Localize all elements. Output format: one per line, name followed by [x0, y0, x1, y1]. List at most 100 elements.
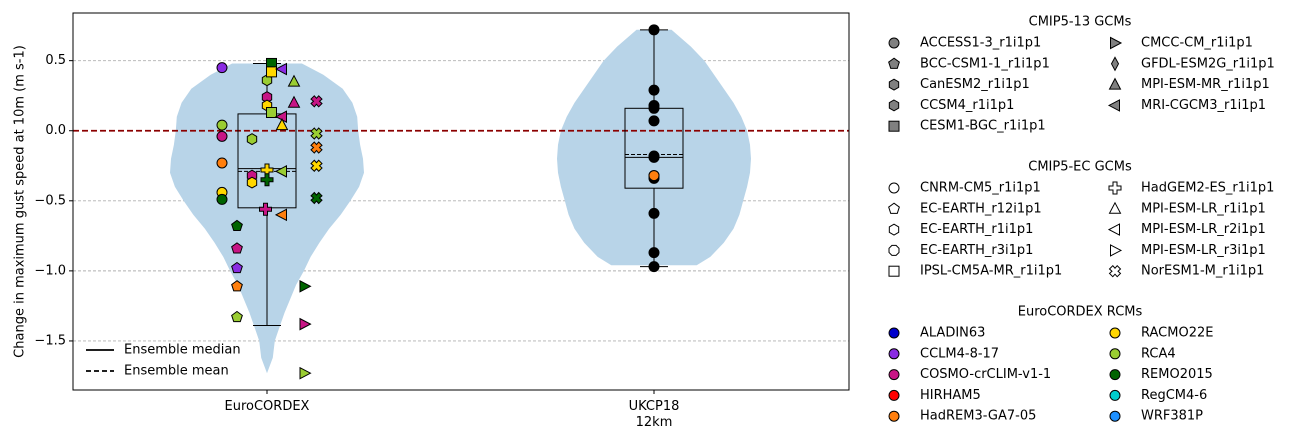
legend-item: CCLM4-8-17 — [888, 346, 999, 361]
legend-group-title: CMIP5-EC GCMs — [1028, 160, 1132, 175]
legend-item: COSMO-crCLIM-v1-1 — [888, 367, 1051, 382]
legend-item-label: CanESM2_r1i1p1 — [920, 77, 1030, 92]
legend-item: EC-EARTH_r1i1p1 — [888, 222, 1033, 237]
pentagon-marker-icon — [888, 57, 900, 69]
data-point — [275, 118, 289, 131]
legend-item: MPI-ESM-LR_r3i1p1 — [1110, 243, 1266, 258]
legend-group: CMIP5-13 GCMs ACCESS1-3_r1i1p1 BCC-CSM1-1_… — [888, 15, 1275, 134]
triangle-left-marker-icon — [1107, 99, 1120, 112]
data-point — [231, 280, 243, 292]
legend-item-label: MPI-ESM-LR_r2i1p1 — [1141, 222, 1266, 237]
legend-item: CESM1-BGC_r1i1p1 — [888, 119, 1046, 134]
legend-item-label: CMCC-CM_r1i1p1 — [1141, 36, 1253, 51]
data-point — [648, 24, 660, 36]
legend-item: MPI-ESM-LR_r1i1p1 — [1108, 201, 1266, 216]
legend-item-label: ALADIN63 — [920, 326, 985, 341]
legend-item: MPI-ESM-LR_r2i1p1 — [1107, 222, 1266, 237]
violins — [170, 29, 751, 374]
legend-item-label: MPI-ESM-LR_r1i1p1 — [1141, 201, 1266, 216]
legend-item: RACMO22E — [1109, 326, 1213, 341]
y-axis-label: Change in maximum gust speed at 10m (m s… — [13, 45, 28, 358]
legend-group-title: CMIP5-13 GCMs — [1029, 15, 1132, 30]
legend-item-label: CCSM4_r1i1p1 — [920, 98, 1014, 113]
legend-item: EC-EARTH_r12i1p1 — [888, 201, 1042, 216]
data-point — [216, 130, 228, 142]
cross-marker-icon — [1108, 264, 1122, 278]
triangle-left-marker-icon — [1107, 223, 1120, 236]
legend-item-label: MPI-ESM-MR_r1i1p1 — [1141, 77, 1270, 92]
legend-item: EC-EARTH_r3i1p1 — [888, 243, 1033, 258]
square-marker-icon — [888, 120, 900, 132]
data-point — [648, 115, 660, 127]
data-point — [648, 170, 660, 182]
data-point — [274, 110, 287, 124]
data-point — [231, 261, 243, 274]
data-point — [274, 165, 287, 178]
legend-item-label: EC-EARTH_r12i1p1 — [920, 201, 1042, 216]
data-point — [648, 207, 660, 219]
legend-item: HIRHAM5 — [888, 388, 981, 403]
legend-item: HadREM3-GA7-05 — [888, 409, 1036, 424]
data-point — [648, 151, 660, 163]
marker-legend: CMIP5-13 GCMs ACCESS1-3_r1i1p1 BCC-CSM1-1_… — [888, 15, 1275, 424]
y-tick-label: 0.0 — [45, 123, 66, 138]
circle-marker-icon — [888, 410, 900, 422]
data-point — [266, 107, 277, 119]
legend-label: Ensemble median — [124, 343, 241, 358]
data-point — [216, 193, 228, 205]
legend-item: NorESM1-M_r1i1p1 — [1108, 264, 1264, 279]
circle-marker-icon — [888, 182, 900, 194]
data-points — [216, 24, 660, 380]
legend-item-label: BCC-CSM1-1_r1i1p1 — [920, 56, 1050, 71]
circle-marker-icon — [1109, 389, 1121, 401]
y-tick-label: −1.5 — [34, 333, 66, 348]
legend-item-label: CESM1-BGC_r1i1p1 — [920, 119, 1046, 134]
legend-item: RegCM4-6 — [1109, 388, 1207, 403]
data-point — [648, 247, 660, 259]
legend-item-label: GFDL-ESM2G_r1i1p1 — [1141, 56, 1275, 71]
data-point — [259, 202, 272, 216]
data-point — [231, 242, 243, 254]
legend-item: MRI-CGCM3_r1i1p1 — [1107, 98, 1266, 113]
x-tick-label: UKCP18 — [629, 399, 680, 414]
legend-group: EuroCORDEX RCMs ALADIN63 CCLM4-8-17 COSMO-c… — [888, 305, 1213, 424]
data-point — [310, 191, 323, 205]
legend-group-title: EuroCORDEX RCMs — [1018, 305, 1143, 320]
pentagon-marker-icon — [888, 202, 900, 214]
legend-item: RCA4 — [1109, 346, 1176, 361]
legend-item-label: WRF381P — [1141, 409, 1203, 424]
circle-marker-icon — [1109, 327, 1121, 339]
data-point — [216, 119, 228, 131]
circle-marker-icon — [888, 327, 900, 339]
circle-marker-icon — [1109, 348, 1121, 360]
data-point — [216, 157, 228, 169]
triangle-right-marker-icon — [1110, 244, 1123, 257]
legend-item: REMO2015 — [1109, 367, 1213, 382]
x-tick-sublabel: 12km — [636, 415, 673, 430]
legend-item-label: HadREM3-GA7-05 — [920, 409, 1036, 424]
legend-item-label: MPI-ESM-LR_r3i1p1 — [1141, 243, 1266, 258]
plot-frame — [72, 12, 850, 391]
legend-item-label: EC-EARTH_r3i1p1 — [920, 243, 1033, 258]
data-point — [246, 176, 258, 189]
legend-item: WRF381P — [1109, 409, 1203, 424]
legend-item-label: RCA4 — [1141, 346, 1176, 361]
legend-item: ALADIN63 — [888, 326, 985, 341]
legend-item: CMCC-CM_r1i1p1 — [1110, 36, 1253, 51]
data-point — [274, 62, 287, 76]
data-point — [266, 66, 277, 78]
circle-marker-icon — [1109, 410, 1121, 422]
legend-item-label: CCLM4-8-17 — [920, 346, 999, 361]
y-tick-label: −0.5 — [34, 193, 66, 208]
square-marker-icon — [888, 265, 900, 277]
hexagon-marker-icon — [888, 99, 900, 112]
y-tick-label: 0.5 — [45, 53, 66, 68]
legend-item-label: CNRM-CM5_r1i1p1 — [920, 181, 1041, 196]
legend-item-label: MRI-CGCM3_r1i1p1 — [1141, 98, 1266, 113]
legend-item-label: ACCESS1-3_r1i1p1 — [920, 36, 1041, 51]
legend-item: MPI-ESM-MR_r1i1p1 — [1108, 77, 1270, 92]
data-point — [648, 102, 660, 114]
legend-item-label: NorESM1-M_r1i1p1 — [1141, 264, 1264, 279]
